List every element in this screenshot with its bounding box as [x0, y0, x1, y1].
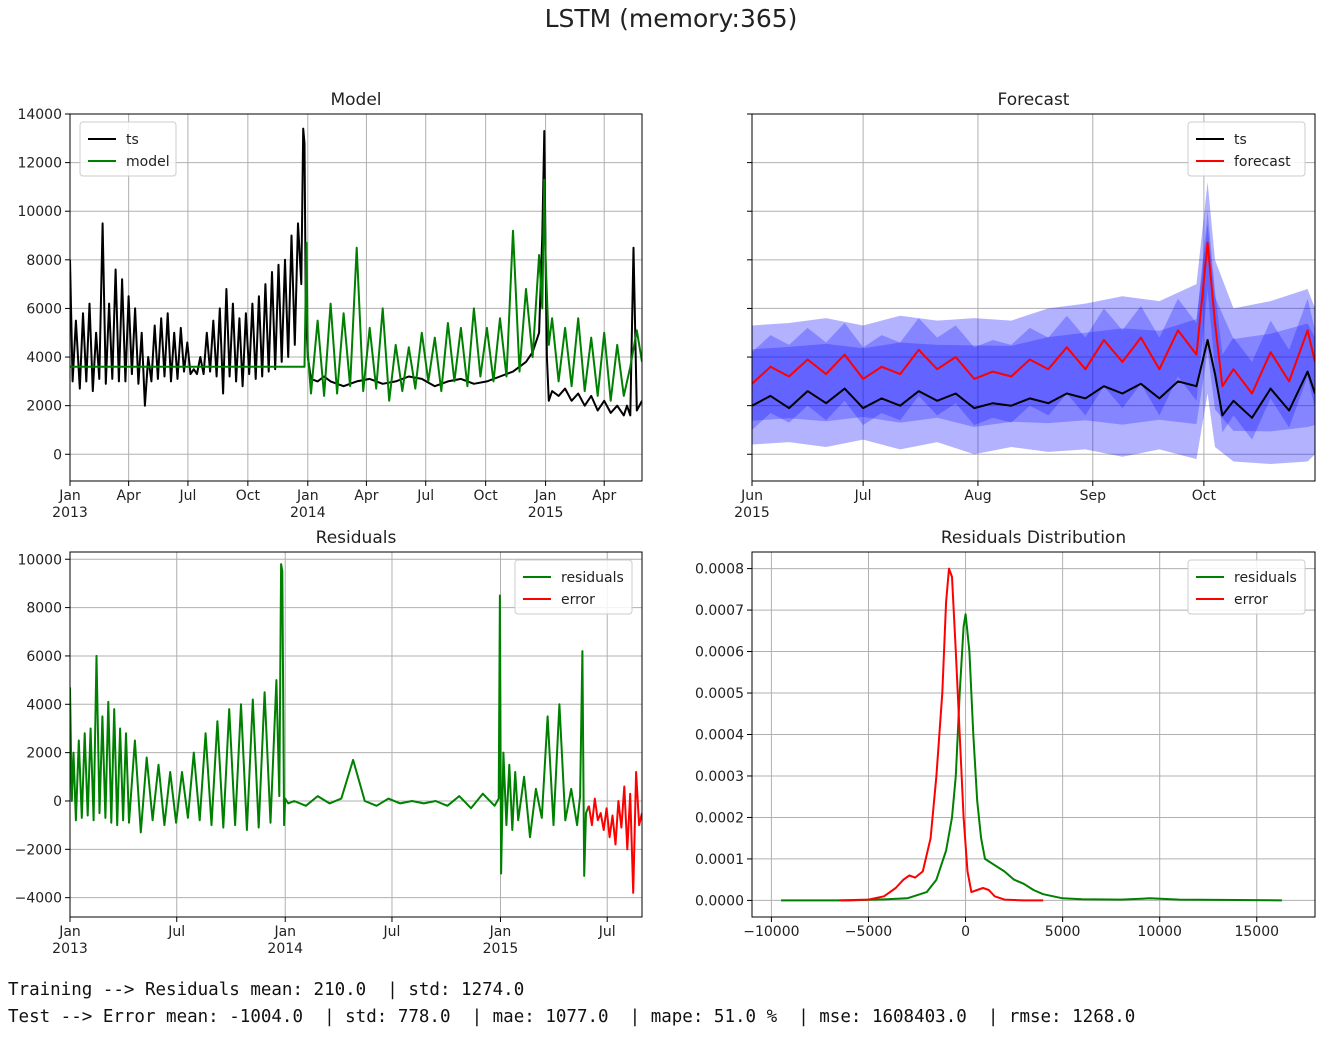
distribution-xtick-label: 15000 — [1234, 924, 1279, 940]
residuals-ytick-label: 2000 — [26, 746, 62, 762]
forecast-legend — [1187, 121, 1306, 177]
model-ytick-label: 12000 — [17, 156, 62, 172]
distribution-legend-label: error — [1234, 592, 1268, 608]
model-xtick-label: Jan — [534, 488, 557, 504]
forecast-band-outer — [752, 182, 1315, 464]
residuals-ytick-label: 10000 — [17, 552, 62, 568]
distribution-ytick-label: 0.0007 — [695, 603, 744, 619]
residuals-xtick-year: 2014 — [267, 941, 303, 957]
distribution-ytick-label: 0.0006 — [695, 645, 744, 661]
model-ytick-label: 6000 — [26, 301, 62, 317]
forecast-xtick-label: Aug — [964, 488, 991, 504]
model-xtick-label: Apr — [354, 488, 378, 504]
forecast-xtick-label: Sep — [1080, 488, 1107, 504]
forecast-xtick-year: 2015 — [734, 505, 770, 521]
model-ytick-label: 14000 — [17, 107, 62, 123]
forecast-band-detail — [752, 211, 1315, 440]
residuals-legend-label: error — [561, 592, 595, 608]
residuals-xtick-year: 2013 — [52, 941, 88, 957]
residuals-xtick-label: Jan — [273, 924, 296, 940]
distribution-xtick-label: 0 — [961, 924, 970, 940]
residuals-ytick-label: −2000 — [15, 842, 62, 858]
model-xtick-label: Jan — [58, 488, 81, 504]
residuals-xtick-label: Jul — [598, 924, 616, 940]
residuals-ytick-label: 4000 — [26, 697, 62, 713]
forecast-ts-line — [752, 339, 1315, 419]
model-xtick-year: 2015 — [528, 505, 564, 521]
model-xtick-label: Jul — [416, 488, 434, 504]
forecast-band-inner — [752, 224, 1315, 432]
residuals-xtick-label: Jan — [489, 924, 512, 940]
residuals-xtick-label: Jul — [167, 924, 185, 940]
figure-title: LSTM (memory:365) — [544, 4, 798, 33]
model-ytick-label: 10000 — [17, 204, 62, 220]
model-xtick-label: Apr — [592, 488, 616, 504]
forecast-xtick-label: Jul — [854, 488, 872, 504]
forecast-forecast-line — [752, 241, 1315, 395]
distribution-legend-label: residuals — [1234, 570, 1297, 586]
test-metrics: Test --> Error mean: -1004.0 | std: 778.… — [8, 1007, 1136, 1027]
model-ytick-label: 8000 — [26, 253, 62, 269]
residuals-title: Residuals — [316, 528, 397, 548]
forecast-legend-label: ts — [1234, 132, 1247, 148]
distribution-title: Residuals Distribution — [941, 528, 1126, 548]
distribution-ytick-label: 0.0004 — [695, 728, 744, 744]
residuals-residuals-line — [70, 563, 590, 877]
model-xtick-label: Oct — [236, 488, 261, 504]
distribution-error-line — [839, 567, 1044, 902]
residuals-error-line — [587, 771, 642, 894]
model-xtick-year: 2014 — [290, 505, 326, 521]
model-xtick-label: Apr — [117, 488, 141, 504]
distribution-xtick-label: −10000 — [743, 924, 799, 940]
forecast-frame — [751, 113, 1316, 482]
model-xtick-year: 2013 — [52, 505, 88, 521]
distribution-ytick-label: 0.0000 — [695, 893, 744, 909]
distribution-xtick-label: −5000 — [845, 924, 892, 940]
residuals-distribution-panel: Residuals Distribution 0.0000 0.0001 0.0002… — [695, 528, 1316, 940]
model-title: Model — [330, 90, 381, 110]
model-frame — [69, 113, 643, 482]
distribution-legend — [1187, 559, 1306, 615]
distribution-frame — [751, 551, 1316, 918]
model-xtick-label: Jul — [178, 488, 196, 504]
residuals-ytick-label: −4000 — [15, 891, 62, 907]
model-ts-line — [70, 127, 642, 417]
model-ytick-label: 2000 — [26, 399, 62, 415]
model-legend-label: model — [126, 154, 170, 170]
residuals-xtick-label: Jul — [383, 924, 401, 940]
forecast-xtick-label: Jun — [740, 488, 763, 504]
model-xtick-label: Jan — [296, 488, 319, 504]
distribution-xtick-label: 5000 — [1045, 924, 1081, 940]
residuals-legend — [514, 559, 633, 615]
residuals-ytick-label: 6000 — [26, 649, 62, 665]
distribution-xtick-label: 10000 — [1137, 924, 1182, 940]
model-panel: Model 0 2000 4000 6000 8000 10000 12000 14000 Jan… — [17, 90, 643, 521]
distribution-ytick-label: 0.0005 — [695, 686, 744, 702]
model-model-line — [70, 178, 642, 402]
distribution-ytick-label: 0.0002 — [695, 810, 744, 826]
residuals-ytick-label: 8000 — [26, 601, 62, 617]
residuals-xtick-label: Jan — [58, 924, 81, 940]
model-xtick-label: Oct — [474, 488, 499, 504]
model-ytick-label: 4000 — [26, 350, 62, 366]
forecast-title: Forecast — [998, 90, 1070, 110]
residuals-frame — [69, 551, 643, 918]
model-legend-label: ts — [126, 132, 139, 148]
forecast-legend-label: forecast — [1234, 154, 1291, 170]
distribution-ytick-label: 0.0001 — [695, 852, 744, 868]
model-legend — [79, 121, 177, 177]
distribution-residuals-line — [781, 613, 1283, 902]
training-metrics: Training --> Residuals mean: 210.0 | std… — [8, 980, 525, 1000]
forecast-xtick-label: Oct — [1192, 488, 1217, 504]
residuals-legend-label: residuals — [561, 570, 624, 586]
residuals-panel: Residuals −4000 −2000 0 2000 4000 6000 8000 1000… — [15, 528, 643, 957]
distribution-ytick-label: 0.0008 — [695, 562, 744, 578]
residuals-xtick-year: 2015 — [483, 941, 519, 957]
residuals-ytick-label: 0 — [53, 794, 62, 810]
distribution-ytick-label: 0.0003 — [695, 769, 744, 785]
model-ytick-label: 0 — [53, 447, 62, 463]
